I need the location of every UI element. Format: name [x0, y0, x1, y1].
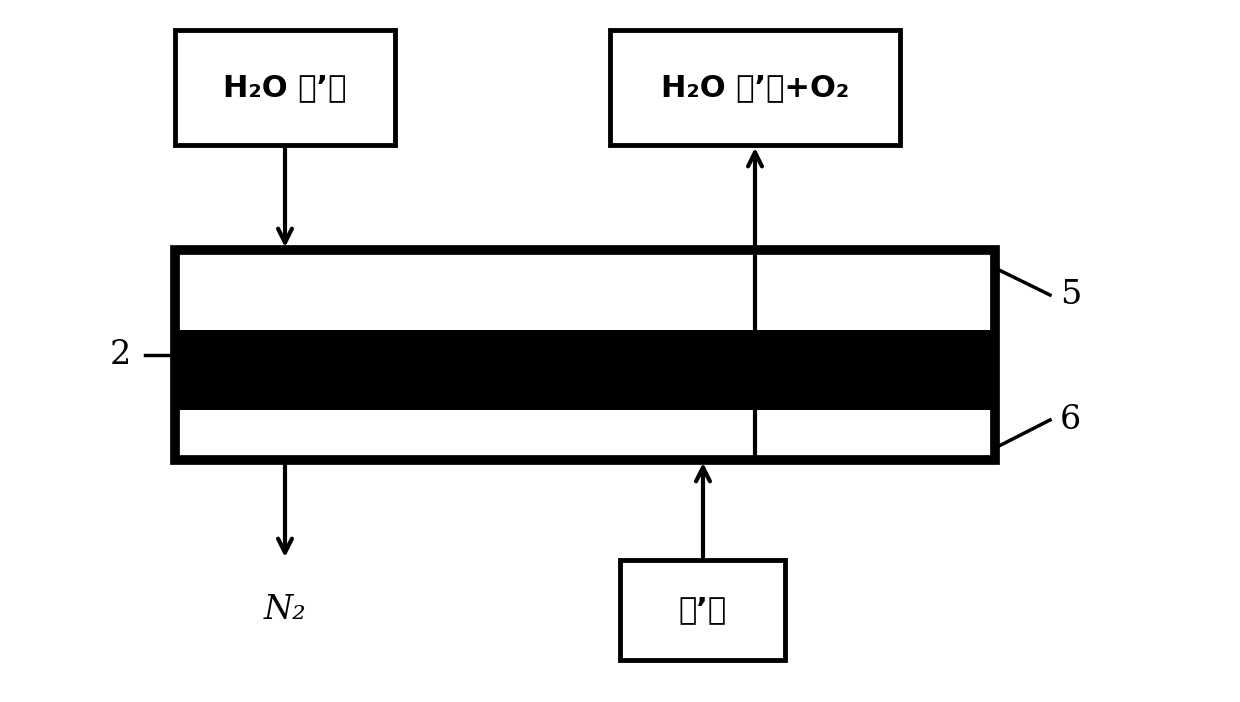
Bar [175, 250, 994, 460]
Text: H₂O 蒸’气+O₂: H₂O 蒸’气+O₂ [661, 73, 849, 102]
Bar [620, 560, 785, 660]
Bar [175, 330, 994, 410]
Bar [175, 30, 396, 145]
Text: 2: 2 [109, 339, 130, 371]
Text: 5: 5 [1060, 279, 1081, 311]
Text: 6: 6 [1060, 404, 1081, 436]
Bar [610, 30, 900, 145]
Text: 空’气: 空’气 [678, 595, 727, 625]
Text: N₂: N₂ [264, 594, 306, 626]
Text: H₂O 蒸’气: H₂O 蒸’气 [223, 73, 347, 102]
